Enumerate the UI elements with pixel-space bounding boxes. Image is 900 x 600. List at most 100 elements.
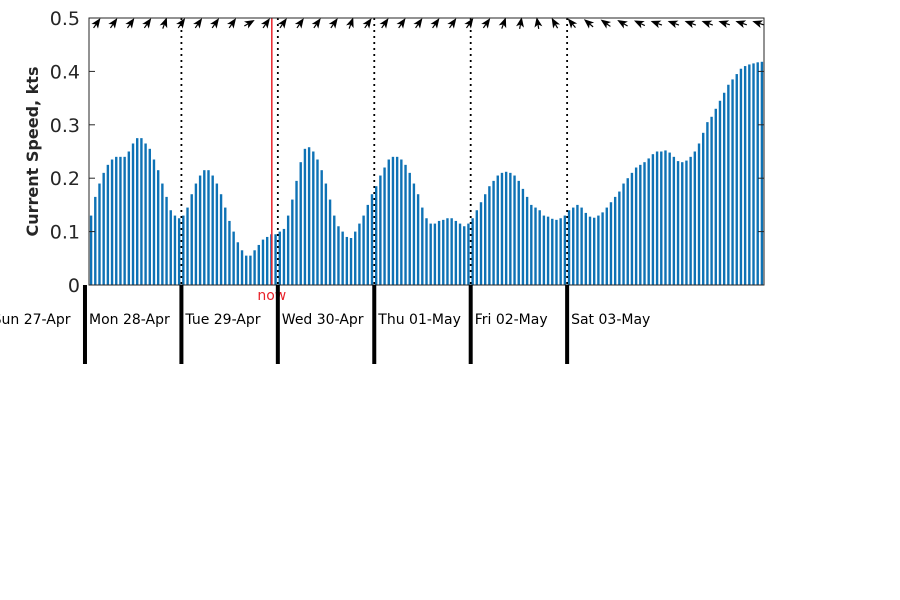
speed-bar xyxy=(374,186,378,285)
arrowhead-icon xyxy=(464,18,474,29)
speed-bar xyxy=(219,194,223,285)
speed-bar xyxy=(534,207,537,285)
speed-bar xyxy=(697,143,701,285)
speed-bar xyxy=(437,220,441,285)
arrowhead-icon xyxy=(244,20,255,29)
speed-bar xyxy=(454,220,458,285)
arrowhead-icon xyxy=(567,18,578,29)
speed-bar xyxy=(408,172,411,285)
speed-bar xyxy=(261,239,265,285)
speed-bar xyxy=(475,210,479,285)
speed-bar xyxy=(198,175,202,285)
plot-frame xyxy=(88,17,765,286)
speed-bar xyxy=(664,150,667,285)
arrowhead-icon xyxy=(311,18,321,29)
arrowhead-icon xyxy=(447,18,457,29)
speed-bar xyxy=(613,196,617,285)
speed-bar xyxy=(110,159,114,285)
speed-bar xyxy=(639,164,642,285)
speed-bar xyxy=(136,138,139,285)
arrowhead-icon xyxy=(91,18,101,29)
speed-bar xyxy=(328,199,332,285)
x-axis-day-labels: Sun 27-Apr Mon 28-Apr Tue 29-Apr Wed 30-Apr… xyxy=(0,285,650,364)
speed-bar xyxy=(572,207,575,285)
speed-bar xyxy=(324,183,328,285)
speed-bar xyxy=(169,210,172,285)
arrowhead-icon xyxy=(650,20,663,29)
speed-bar xyxy=(161,183,164,285)
arrowhead-icon xyxy=(176,18,186,29)
speed-bar xyxy=(521,188,525,285)
speed-bar xyxy=(337,226,340,285)
day-label: Fri 02-May xyxy=(475,312,548,328)
speed-bar xyxy=(559,218,562,285)
bars-layer xyxy=(89,61,764,286)
speed-bar xyxy=(253,250,256,285)
day-label: Tue 29-Apr xyxy=(184,312,260,328)
speed-bar xyxy=(156,170,160,285)
arrowhead-icon xyxy=(108,18,118,29)
speed-bar xyxy=(718,100,722,286)
speed-bar xyxy=(492,180,495,285)
speed-bar xyxy=(689,156,692,285)
speed-bar xyxy=(748,64,751,286)
speed-bar xyxy=(752,63,755,285)
speed-bar xyxy=(580,207,583,285)
speed-bar xyxy=(517,180,520,285)
speed-bar xyxy=(538,210,541,285)
y-axis: 0 0.1 0.2 0.3 0.4 0.5 xyxy=(50,8,764,297)
speed-bar xyxy=(442,219,445,285)
speed-bar xyxy=(597,215,600,285)
speed-bar xyxy=(546,216,550,285)
speed-bar xyxy=(484,194,487,285)
speed-bar xyxy=(366,204,369,285)
speed-bar xyxy=(731,79,734,285)
speed-bar xyxy=(421,207,424,285)
speed-bar xyxy=(450,218,453,285)
speed-bar xyxy=(722,92,726,285)
now-label: now xyxy=(257,288,286,304)
speed-bar xyxy=(668,152,671,285)
arrowhead-icon xyxy=(210,18,220,29)
arrowhead-icon xyxy=(684,20,697,29)
speed-bar xyxy=(626,178,629,285)
speed-bar xyxy=(370,194,374,285)
speed-bar xyxy=(576,204,579,285)
speed-bar xyxy=(630,172,634,285)
speed-bar xyxy=(609,202,613,285)
speed-bar xyxy=(387,159,390,285)
speed-bar xyxy=(307,147,311,285)
speed-bar xyxy=(98,183,101,285)
speed-bar xyxy=(634,167,638,285)
speed-bar xyxy=(467,223,470,285)
speed-bar xyxy=(358,223,361,285)
speed-bar xyxy=(299,162,302,285)
speed-bar xyxy=(605,207,608,285)
day-dividers xyxy=(180,18,569,285)
speed-bar xyxy=(509,172,512,285)
day-label: Mon 28-Apr xyxy=(89,312,170,328)
speed-bar xyxy=(391,156,395,285)
arrowhead-icon xyxy=(328,18,338,29)
arrowhead-icon xyxy=(667,20,680,29)
speed-bar xyxy=(429,223,432,285)
speed-bar xyxy=(488,186,491,285)
direction-arrows xyxy=(91,17,764,30)
speed-bar xyxy=(148,148,151,285)
speed-bar xyxy=(182,215,185,285)
speed-bar xyxy=(672,156,676,285)
y-tick-label: 0.4 xyxy=(50,61,80,83)
arrowhead-icon xyxy=(752,20,764,29)
arrowhead-icon xyxy=(534,17,543,30)
speed-bar xyxy=(714,108,717,285)
speed-bar xyxy=(173,215,177,285)
arrowhead-icon xyxy=(735,20,747,29)
speed-bar xyxy=(588,216,592,285)
speed-bar xyxy=(282,228,286,285)
arrowhead-icon xyxy=(430,18,440,29)
speed-bar xyxy=(165,196,168,285)
speed-bar xyxy=(274,234,277,285)
speed-bar xyxy=(345,236,349,285)
speed-bar xyxy=(643,162,646,285)
speed-bar xyxy=(563,215,567,285)
